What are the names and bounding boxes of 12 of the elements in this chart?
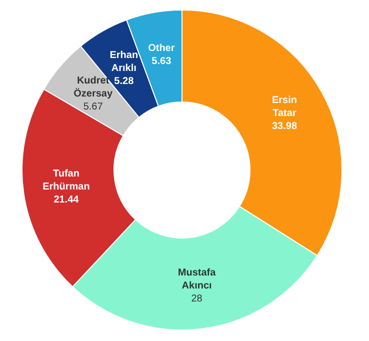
data-label: 5.63 [152,56,172,67]
slice-label: Erhan Arıklı [110,50,138,74]
slice-label: Tufan Erhürman [42,168,90,192]
data-label: 5.67 [83,101,104,112]
slice-label: Kudret Özersay [74,75,113,100]
data-label: 5.28 [114,76,134,87]
slice-label: Mustafa Akıncı [178,268,216,292]
data-label: 33.98 [272,121,298,132]
data-label: 21.44 [54,194,80,206]
slice-label: Ersin Tatar [272,95,297,120]
slice-label: Other [148,42,175,54]
data-label: 28 [191,294,203,305]
